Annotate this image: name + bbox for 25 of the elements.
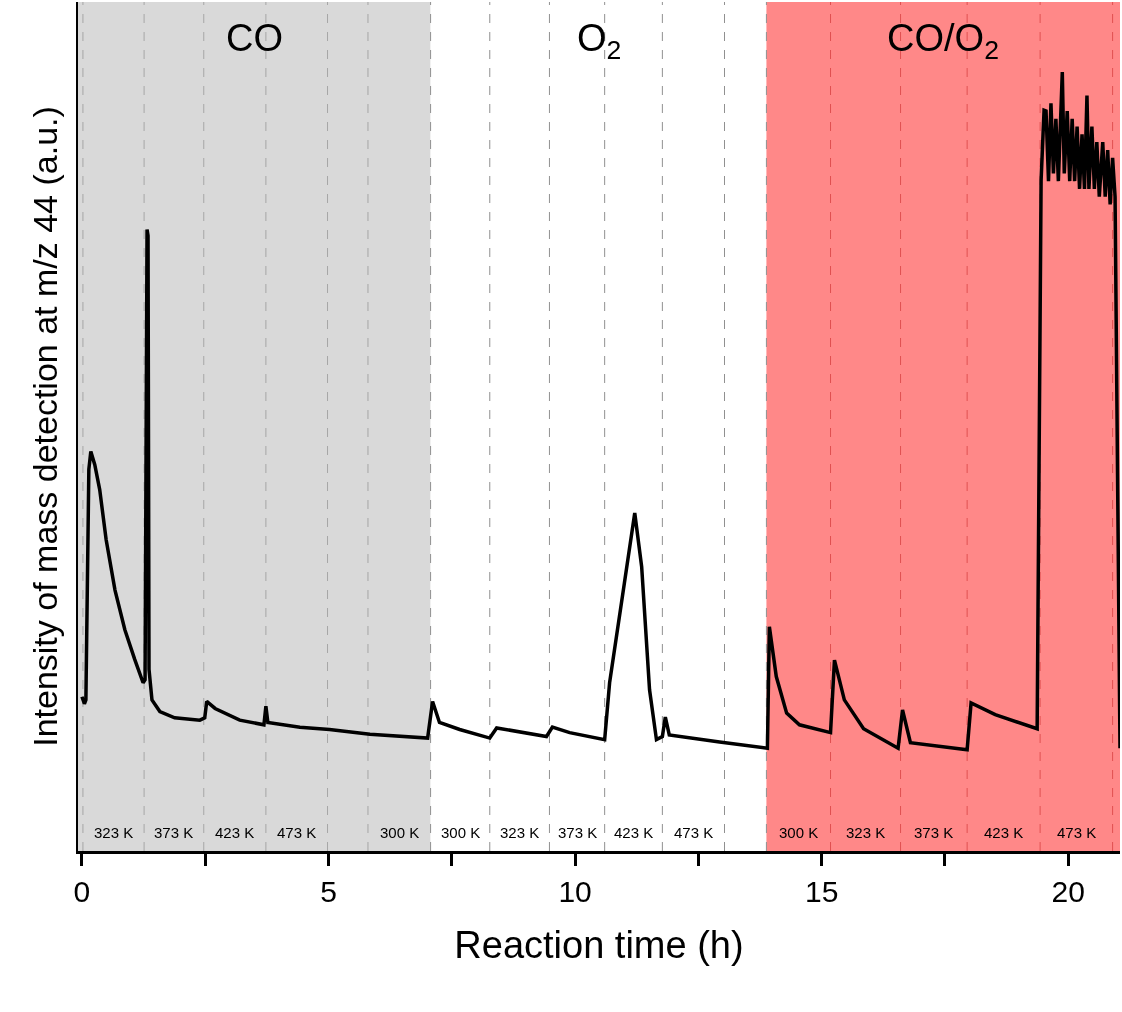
ref-line-label: 473 K	[277, 824, 317, 841]
ref-line-label: 373 K	[154, 824, 194, 841]
ref-line-label: 473 K	[674, 824, 714, 841]
x-tick-label: 5	[320, 875, 337, 908]
ref-line-label: 373 K	[558, 824, 598, 841]
x-tick-label: 20	[1051, 875, 1085, 908]
band-label: CO	[226, 17, 283, 59]
ref-line-label: 300 K	[779, 824, 819, 841]
x-tick-label: 10	[558, 875, 592, 908]
ref-line-label: 423 K	[215, 824, 255, 841]
ref-line-label: 423 K	[614, 824, 654, 841]
ref-line-label: 323 K	[846, 824, 886, 841]
ref-line-label: 323 K	[94, 824, 134, 841]
ref-line-label: 373 K	[914, 824, 954, 841]
ref-line-label: 473 K	[1057, 824, 1097, 841]
x-tick-label: 15	[804, 875, 839, 908]
x-tick-label: 0	[73, 875, 91, 908]
ref-line-label: 300 K	[441, 824, 481, 841]
x-axis-title: Reaction time (h)	[454, 924, 744, 967]
band-label: O$_{2}$	[577, 17, 622, 65]
ref-line-label: 423 K	[984, 824, 1024, 841]
ref-line-label: 323 K	[500, 824, 540, 841]
ref-line-label: 300 K	[380, 824, 420, 841]
band-label: CO/O$_{2}$	[887, 17, 999, 65]
y-axis-title: Intensity of mass detection at m/z 44 (a.u.)	[26, 106, 65, 747]
